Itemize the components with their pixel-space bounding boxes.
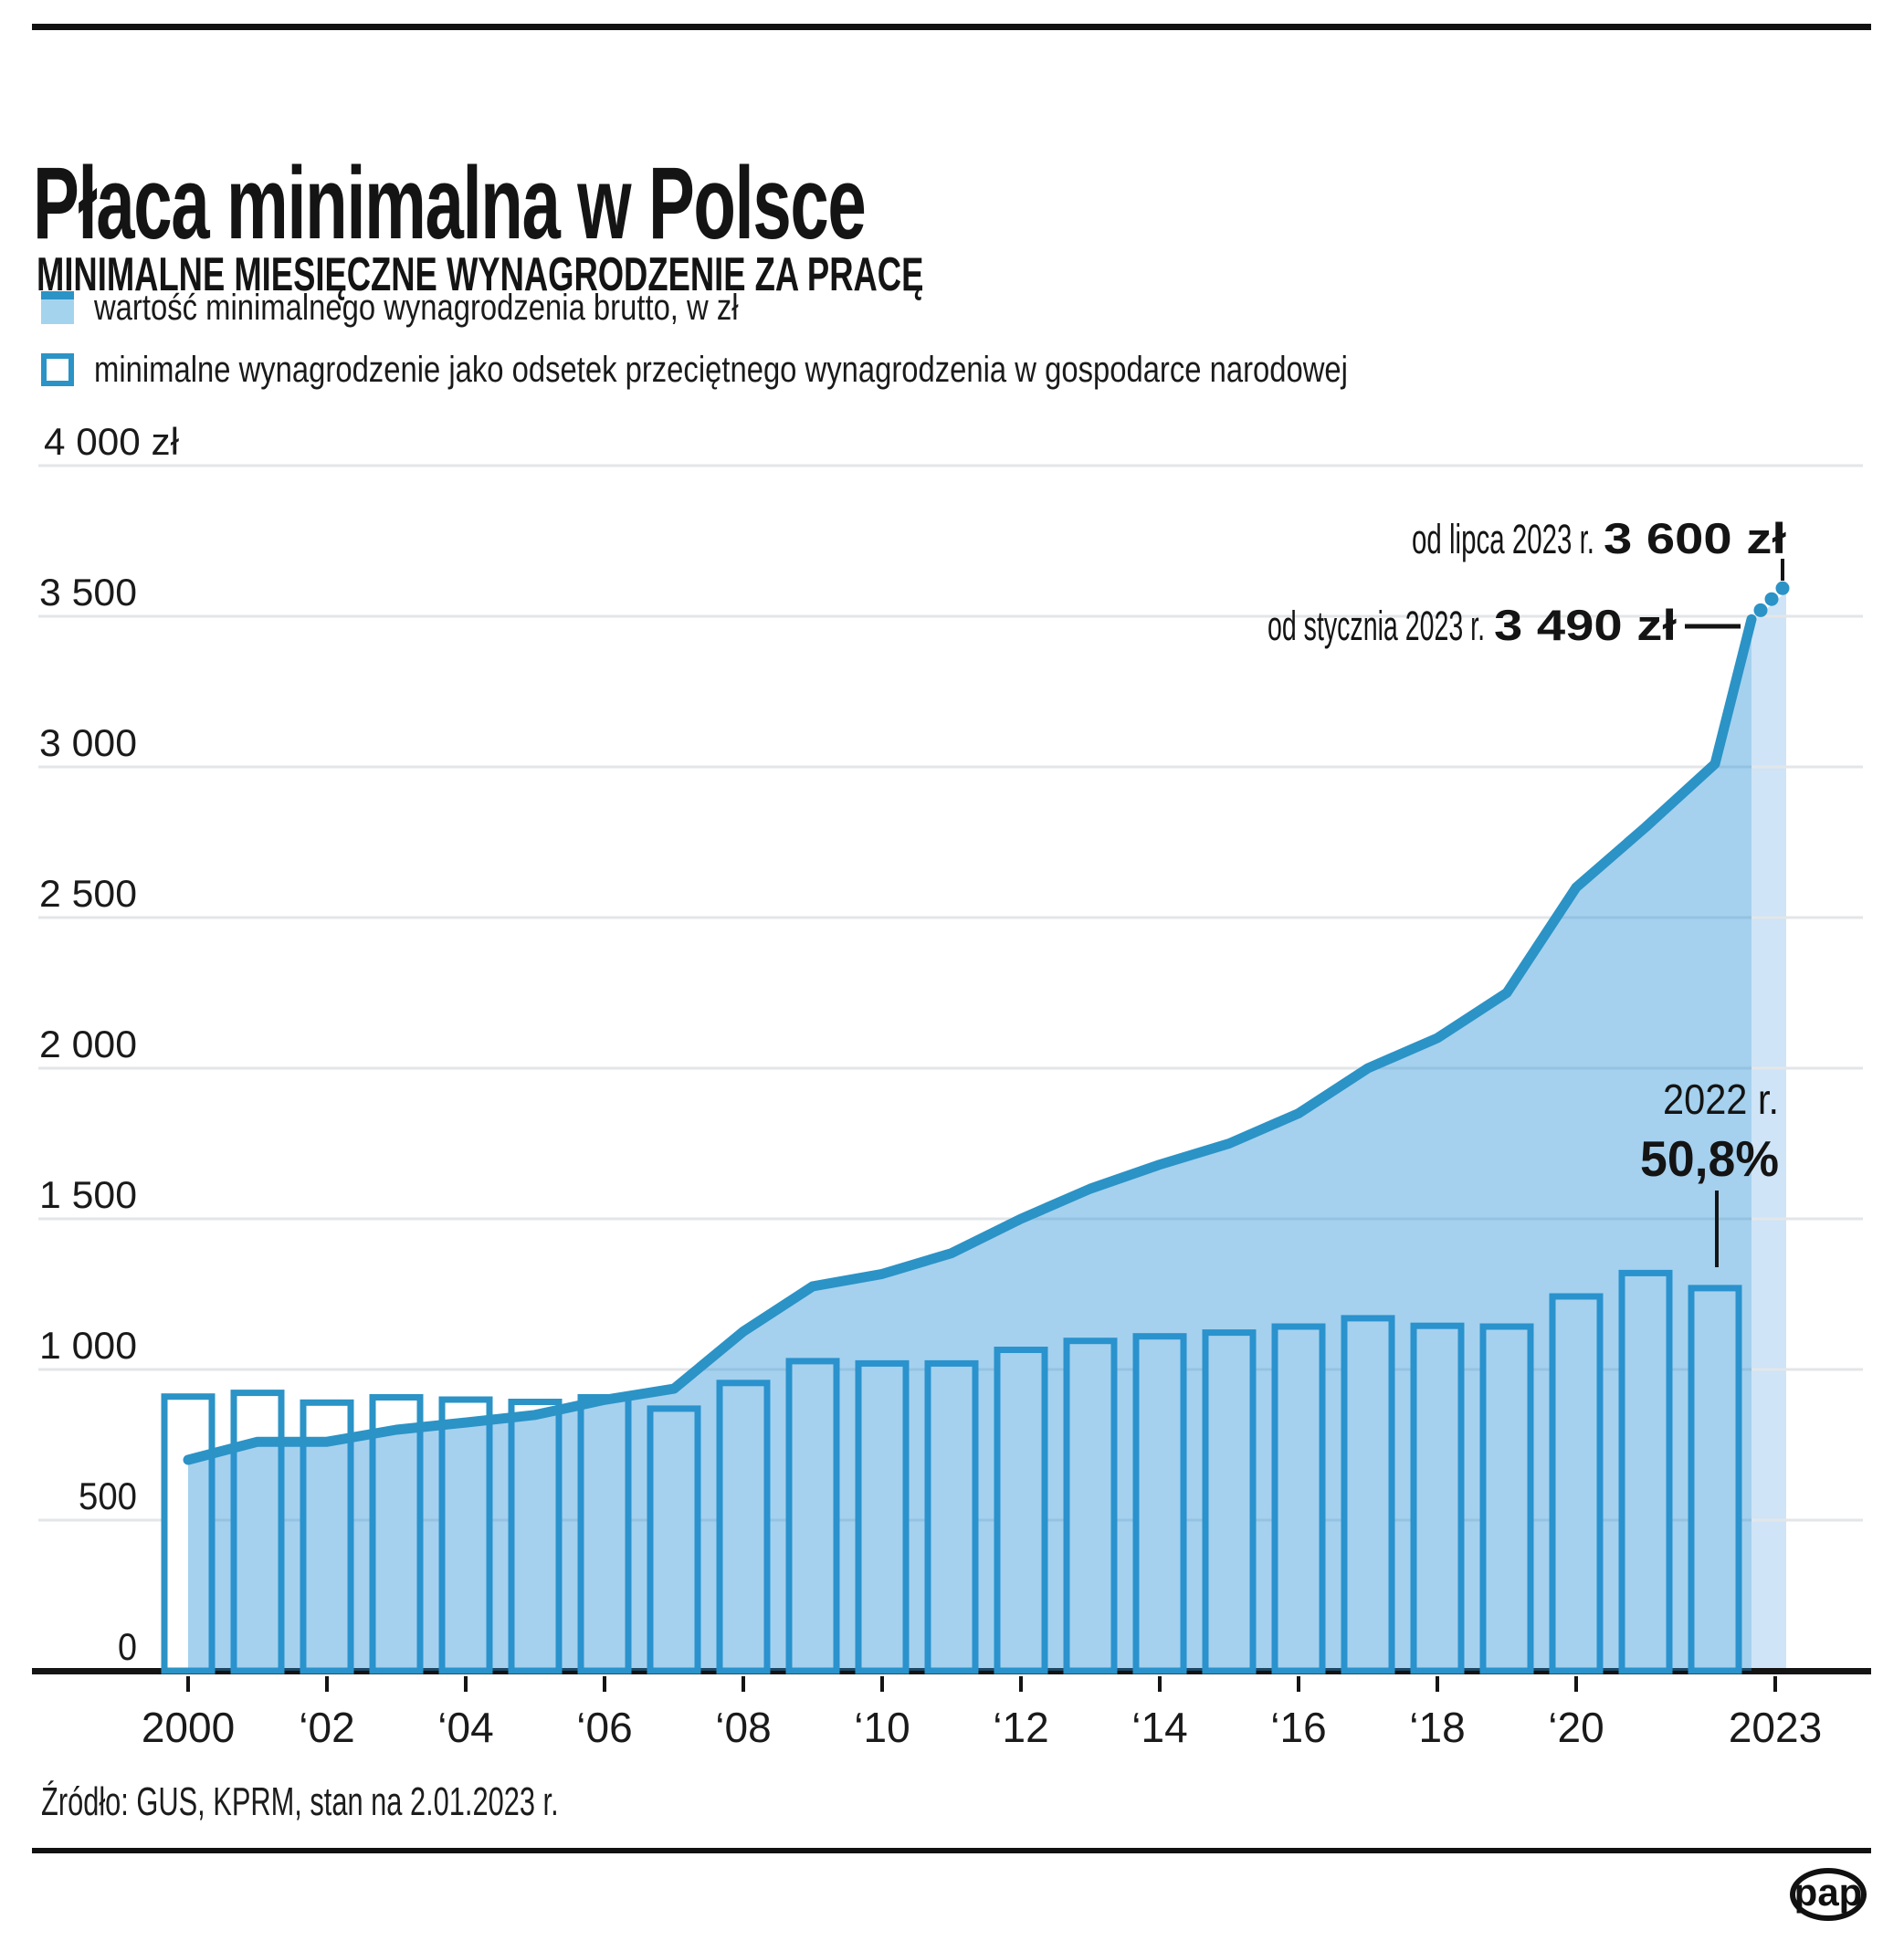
annotation-jul-2023-value: 3 600 zł [1604,514,1786,562]
bottom-rule [32,1848,1871,1853]
percent-bar-2005 [508,1399,563,1674]
outlined-bar-swatch-icon [41,353,74,386]
percent-bar-2017 [1341,1315,1395,1674]
source-note: Źródło: GUS, KPRM, stan na 2.01.2023 r. [41,1779,559,1824]
annotation-2022-value: 50,8% [1640,1130,1779,1187]
percent-bar-2000 [161,1393,216,1674]
x-tick-label-2014: ‘14 [1131,1704,1187,1751]
legend-label-wage: wartość minimalnego wynagrodzenia brutto… [94,288,739,328]
filled-area-swatch-icon [41,291,74,324]
y-tick-label-2500: 2 500 [39,872,137,915]
percent-bar-2009 [785,1358,840,1674]
projection-dot-2 [1775,581,1790,595]
page-title: Płaca minimalna w Polsce [33,146,867,261]
x-tick-label-2008: ‘08 [715,1704,771,1751]
legend-item-wage: wartość minimalnego wynagrodzenia brutto… [41,288,1623,328]
percent-bar-2016 [1271,1323,1326,1674]
legend-label-percent: minimalne wynagrodzenie jako odsetek prz… [94,350,1348,390]
percent-bar-2013 [1063,1338,1118,1674]
x-tick-label-2002: ‘02 [299,1704,354,1751]
y-tick-label-0: 0 [118,1625,137,1668]
percent-bar-2002 [300,1399,354,1674]
percent-bar-2010 [855,1359,910,1674]
x-tick-label-2020: ‘20 [1548,1704,1604,1751]
pap-logo-text: pap [1794,1871,1863,1914]
x-tick-label-2023: 2023 [1729,1704,1822,1751]
percent-bar-2021 [1618,1269,1673,1674]
y-tick-label-500: 500 [79,1474,137,1517]
y-tick-label-3000: 3 000 [39,721,137,764]
y-tick-label-1000: 1 000 [39,1324,137,1367]
x-tick-label-2018: ‘18 [1409,1704,1465,1751]
annotation-jan-2023-label: od stycznia 2023 r. [1268,603,1485,649]
y-tick-label-3500: 3 500 [39,571,137,614]
x-tick-label-2000: 2000 [142,1704,235,1751]
percent-bar-2018 [1410,1322,1465,1674]
x-tick-label-2006: ‘06 [576,1704,632,1751]
percent-bar-2015 [1202,1329,1257,1674]
x-tick-label-2016: ‘16 [1270,1704,1326,1751]
percent-bar-2004 [438,1396,493,1674]
y-tick-label-2000: 2 000 [39,1023,137,1065]
x-tick-label-2010: ‘10 [854,1704,910,1751]
percent-bar-2007 [647,1405,701,1674]
wage-line [183,614,1757,1465]
percent-bar-2008 [716,1380,771,1674]
percent-bar-2006 [577,1394,632,1674]
top-rule [32,24,1871,30]
percent-bar-2019 [1479,1323,1534,1674]
legend: wartość minimalnego wynagrodzenia brutto… [41,288,1623,414]
projection-dot-0 [1753,603,1768,617]
percent-bar-2003 [369,1394,424,1674]
projection-band-2023 [1751,592,1786,1671]
percent-bar-2011 [924,1359,979,1674]
x-tick-label-2012: ‘12 [993,1704,1048,1751]
annotation-jul-2023-label: od lipca 2023 r. [1412,516,1594,562]
wage-area [188,619,1751,1671]
y-tick-label-4000: 4 000 zł [44,420,180,463]
y-tick-label-1500: 1 500 [39,1173,137,1216]
annotation-2022-label: 2022 r. [1663,1075,1779,1123]
percent-bar-2014 [1132,1333,1187,1674]
projection-dot-1 [1764,592,1779,606]
pap-logo: pap [1790,1868,1867,1921]
x-tick-label-2004: ‘04 [437,1704,493,1751]
page-subtitle: MINIMALNE MIESIĘCZNE WYNAGRODZENIE ZA PR… [37,248,924,302]
percent-bar-2012 [994,1347,1048,1674]
legend-item-percent: minimalne wynagrodzenie jako odsetek prz… [41,350,1623,390]
percent-bar-2022 [1688,1285,1742,1674]
annotation-jan-2023-value: 3 490 zł [1494,601,1677,649]
percent-bar-2020 [1549,1293,1604,1674]
